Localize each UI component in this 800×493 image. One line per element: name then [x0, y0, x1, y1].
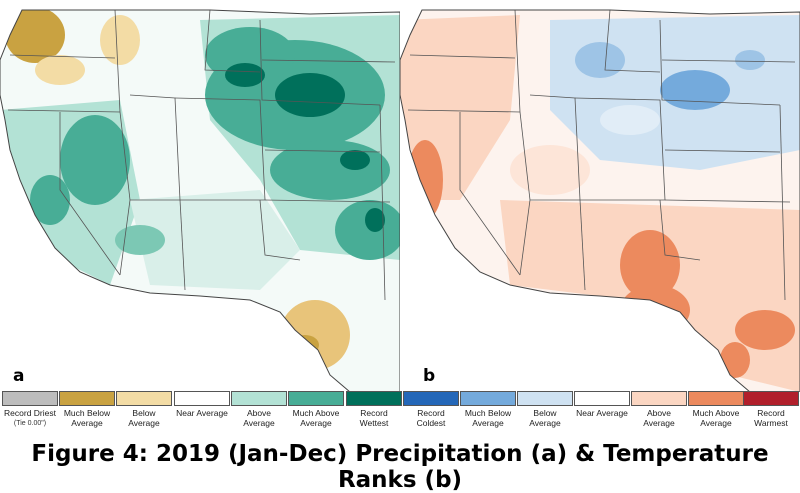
temperature-map-svg [400, 9, 800, 392]
legend-item-much-above-precip: Much Above Average [288, 391, 344, 428]
legend-swatch [288, 391, 344, 406]
legend-swatch [403, 391, 459, 406]
legend-label: Record Wettest [359, 408, 389, 428]
legend-item-record-driest: Record Driest (Tie 0.00") [2, 391, 58, 428]
legend-swatch [743, 391, 799, 406]
legend-swatch [631, 391, 687, 406]
legend-label: Much Below Average [464, 408, 512, 428]
legend-label: Below Average [128, 408, 160, 428]
temperature-map [400, 0, 800, 392]
legend-item-record-warmest: Record Warmest [743, 391, 799, 428]
legend-swatch [517, 391, 573, 406]
legend-item-much-above-temp: Much Above Average [688, 391, 744, 428]
legend-sublabel: (Tie 0.00") [13, 419, 47, 427]
legend-label: Much Below Average [63, 408, 111, 428]
legend-item-record-wettest: Record Wettest [346, 391, 402, 428]
legend-swatch [574, 391, 630, 406]
legend-swatch [174, 391, 230, 406]
legend-label: Much Above Average [692, 408, 740, 428]
figure-caption: Figure 4: 2019 (Jan-Dec) Precipitation (… [31, 441, 769, 493]
panel-label-b: b [423, 366, 436, 386]
legend-swatch [2, 391, 58, 406]
legend-swatch [688, 391, 744, 406]
legend-swatch [346, 391, 402, 406]
legend-item-much-below-temp: Much Below Average [460, 391, 516, 428]
legend-label: Near Average [176, 408, 228, 418]
legend-item-record-coldest: Record Coldest [403, 391, 459, 428]
legend-item-near-temp: Near Average [574, 391, 630, 419]
panel-label-a: a [13, 366, 25, 386]
legend-item-near-precip: Near Average [174, 391, 230, 419]
legend-label: Much Above Average [292, 408, 340, 428]
precipitation-map-svg [0, 9, 400, 392]
legend: Record Driest (Tie 0.00") Much Below Ave… [0, 391, 800, 441]
legend-swatch [231, 391, 287, 406]
legend-swatch [59, 391, 115, 406]
legend-swatch [116, 391, 172, 406]
legend-label: Record Driest (Tie 0.00") [2, 408, 58, 428]
legend-label: Record Coldest [416, 408, 446, 428]
legend-item-above-precip: Above Average [231, 391, 287, 428]
legend-label: Below Average [529, 408, 561, 428]
legend-label: Above Average [643, 408, 675, 428]
legend-label: Record Warmest [754, 408, 788, 428]
legend-item-below-precip: Below Average [116, 391, 172, 428]
precipitation-map [0, 0, 400, 392]
legend-item-above-temp: Above Average [631, 391, 687, 428]
legend-label: Near Average [576, 408, 628, 418]
legend-item-much-below-precip: Much Below Average [59, 391, 115, 428]
legend-swatch [460, 391, 516, 406]
legend-item-below-temp: Below Average [517, 391, 573, 428]
legend-label: Above Average [243, 408, 275, 428]
